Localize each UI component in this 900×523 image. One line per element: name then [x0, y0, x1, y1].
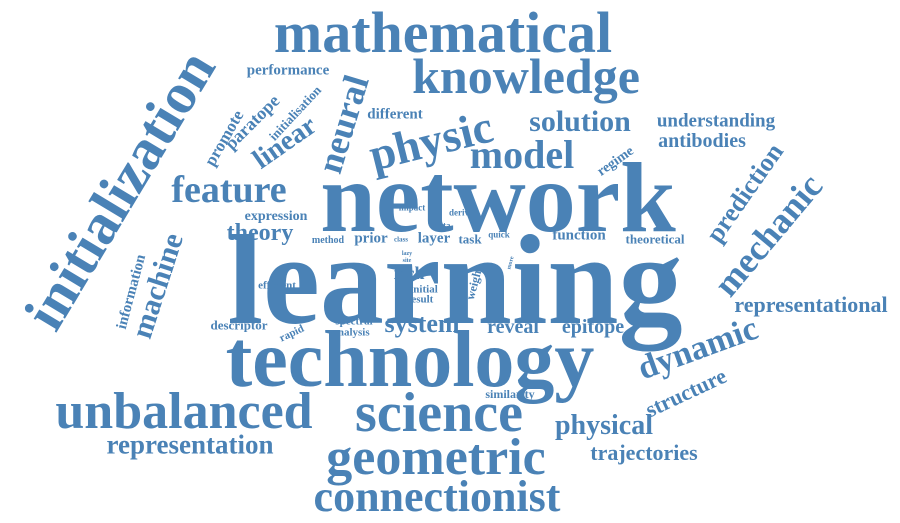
word-result: result	[406, 293, 434, 306]
word-descriptor: descriptor	[210, 317, 268, 333]
word-reveal: reveal	[487, 316, 539, 338]
word-initial: initial	[410, 283, 438, 296]
word-solution: solution	[529, 105, 631, 138]
word-understanding: understanding	[656, 110, 776, 132]
word-quick: quick	[488, 229, 510, 240]
word-analysis: analysis	[332, 326, 370, 339]
word-efficient: efficient	[258, 279, 296, 292]
word-method: method	[311, 235, 345, 246]
word-different: different	[367, 106, 423, 123]
word-function: function	[552, 227, 606, 244]
word-model: model	[469, 132, 575, 177]
word-expression: expression	[244, 209, 308, 224]
word-task: task	[458, 231, 482, 247]
word-connectionist: connectionist	[313, 472, 561, 521]
word-data: data	[433, 220, 451, 231]
word-derive: derive	[449, 207, 473, 218]
word-spectral: spectral	[335, 315, 373, 328]
word-impact: impact	[398, 202, 426, 213]
word-geometric: geometric	[326, 429, 546, 486]
word-epitope: epitope	[561, 316, 625, 338]
word-representational: representational	[734, 292, 888, 317]
word-mathematical: mathematical	[273, 0, 613, 65]
word-learning: learning	[227, 209, 683, 351]
word-rich: rich	[393, 263, 425, 283]
word-layer: layer	[417, 230, 451, 247]
word-representation: representation	[106, 429, 274, 460]
word-physical: physical	[554, 410, 654, 441]
word-unbalanced: unbalanced	[55, 383, 313, 440]
word-lazy: lazy	[401, 251, 413, 257]
word-technology: technology	[225, 316, 595, 404]
word-site: site	[402, 258, 412, 264]
word-performance: performance	[246, 62, 330, 79]
word-prior: prior	[354, 230, 388, 247]
word-network: network	[320, 142, 676, 253]
word-knowledge: knowledge	[412, 48, 640, 104]
word-theory: theory	[226, 220, 294, 246]
word-theoretical: theoretical	[625, 231, 685, 247]
word-science: science	[355, 382, 523, 444]
word-antibodies: antibodies	[658, 130, 746, 152]
word-system: system	[384, 309, 460, 338]
word-trajectories: trajectories	[590, 440, 698, 465]
word-class: class	[394, 235, 408, 244]
word-similarity: similarity	[485, 387, 535, 401]
word-feature: feature	[171, 169, 287, 211]
